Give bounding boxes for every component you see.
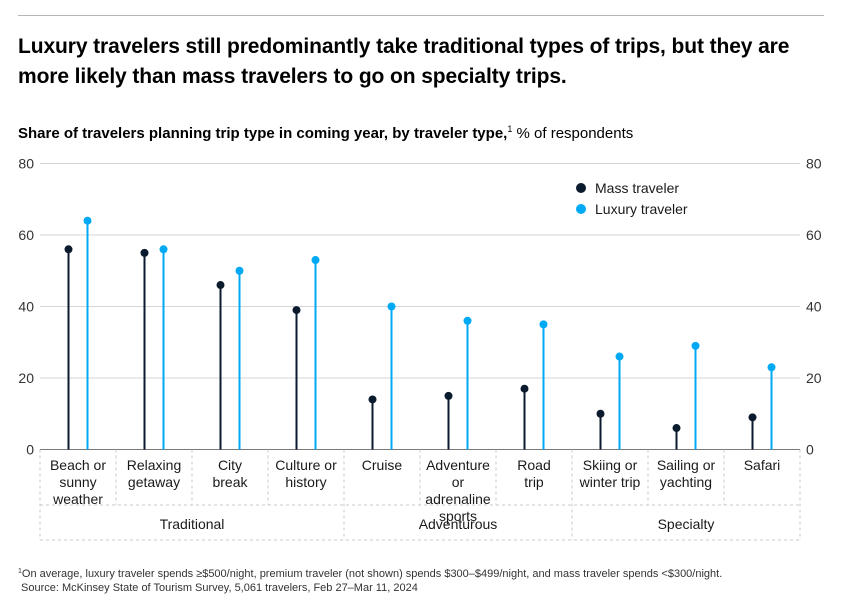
y-tick-label-right: 0 <box>806 442 814 458</box>
subtitle-footnote-mark: 1 <box>507 124 513 134</box>
y-tick-label-left: 20 <box>18 370 34 386</box>
chart-subtitle: Share of travelers planning trip type in… <box>18 119 633 144</box>
footnote: 1On average, luxury traveler spends ≥$50… <box>18 565 722 595</box>
point-luxury <box>615 352 624 361</box>
category-label: Culture or history <box>275 457 337 490</box>
point-mass <box>596 409 605 418</box>
y-tick-label-right: 20 <box>806 370 822 386</box>
y-tick-label-right: 60 <box>806 227 822 243</box>
point-luxury <box>463 316 472 325</box>
point-mass <box>748 413 757 422</box>
y-tick-label-left: 40 <box>18 299 34 315</box>
point-luxury <box>235 266 244 275</box>
point-luxury <box>691 341 700 350</box>
legend-item-mass: Mass traveler <box>576 177 688 198</box>
point-mass <box>444 391 453 400</box>
group-label: Specialty <box>657 516 715 532</box>
point-luxury <box>767 363 776 372</box>
category-label: Skiing or winter trip <box>579 457 641 490</box>
legend-swatch-mass <box>576 182 586 193</box>
category-label: City break <box>212 457 248 490</box>
point-mass <box>292 306 301 315</box>
footnote-source: Source: McKinsey State of Tourism Survey… <box>21 582 418 594</box>
point-mass <box>216 281 225 290</box>
y-tick-label-right: 40 <box>806 299 822 315</box>
group-label: Adventurous <box>418 516 498 532</box>
footnote-line-1: 1On average, luxury traveler spends ≥$50… <box>18 565 722 581</box>
category-label: Beach or sunny weather <box>49 457 107 507</box>
legend-label-luxury: Luxury traveler <box>595 200 688 217</box>
chart-title: Luxury travelers still predominantly tak… <box>18 35 790 88</box>
point-mass <box>520 384 529 393</box>
category-label: Cruise <box>361 457 403 473</box>
category-label: Adventure or adrenaline sports <box>425 457 491 524</box>
point-mass <box>64 245 73 254</box>
point-luxury <box>539 320 548 329</box>
category-label: Road trip <box>517 457 551 490</box>
subtitle-bold: Share of travelers planning trip type in… <box>18 125 508 142</box>
point-luxury <box>311 256 320 265</box>
group-label: Traditional <box>159 516 225 532</box>
category-label: Safari <box>743 457 781 473</box>
y-tick-label-left: 80 <box>18 156 34 172</box>
legend-swatch-luxury <box>576 203 586 214</box>
legend-label-mass: Mass traveler <box>595 179 680 196</box>
legend: Mass traveler Luxury traveler <box>576 177 688 219</box>
legend-item-luxury: Luxury traveler <box>576 198 688 219</box>
footnote-text: On average, luxury traveler spends ≥$500… <box>21 568 723 580</box>
y-tick-label-left: 60 <box>18 227 34 243</box>
point-luxury <box>159 245 168 254</box>
y-tick-label-right: 80 <box>806 156 822 172</box>
point-luxury <box>387 302 396 311</box>
y-tick-label-left: 0 <box>26 442 34 458</box>
point-mass <box>368 395 377 404</box>
point-luxury <box>83 216 92 225</box>
category-label: Relaxing getaway <box>126 457 182 490</box>
point-mass <box>140 248 149 257</box>
footnote-mark: 1 <box>18 568 22 575</box>
category-label: Sailing or yachting <box>656 457 716 490</box>
subtitle-unit: % of respondents <box>512 125 634 142</box>
point-mass <box>672 424 681 433</box>
top-divider <box>18 15 824 16</box>
